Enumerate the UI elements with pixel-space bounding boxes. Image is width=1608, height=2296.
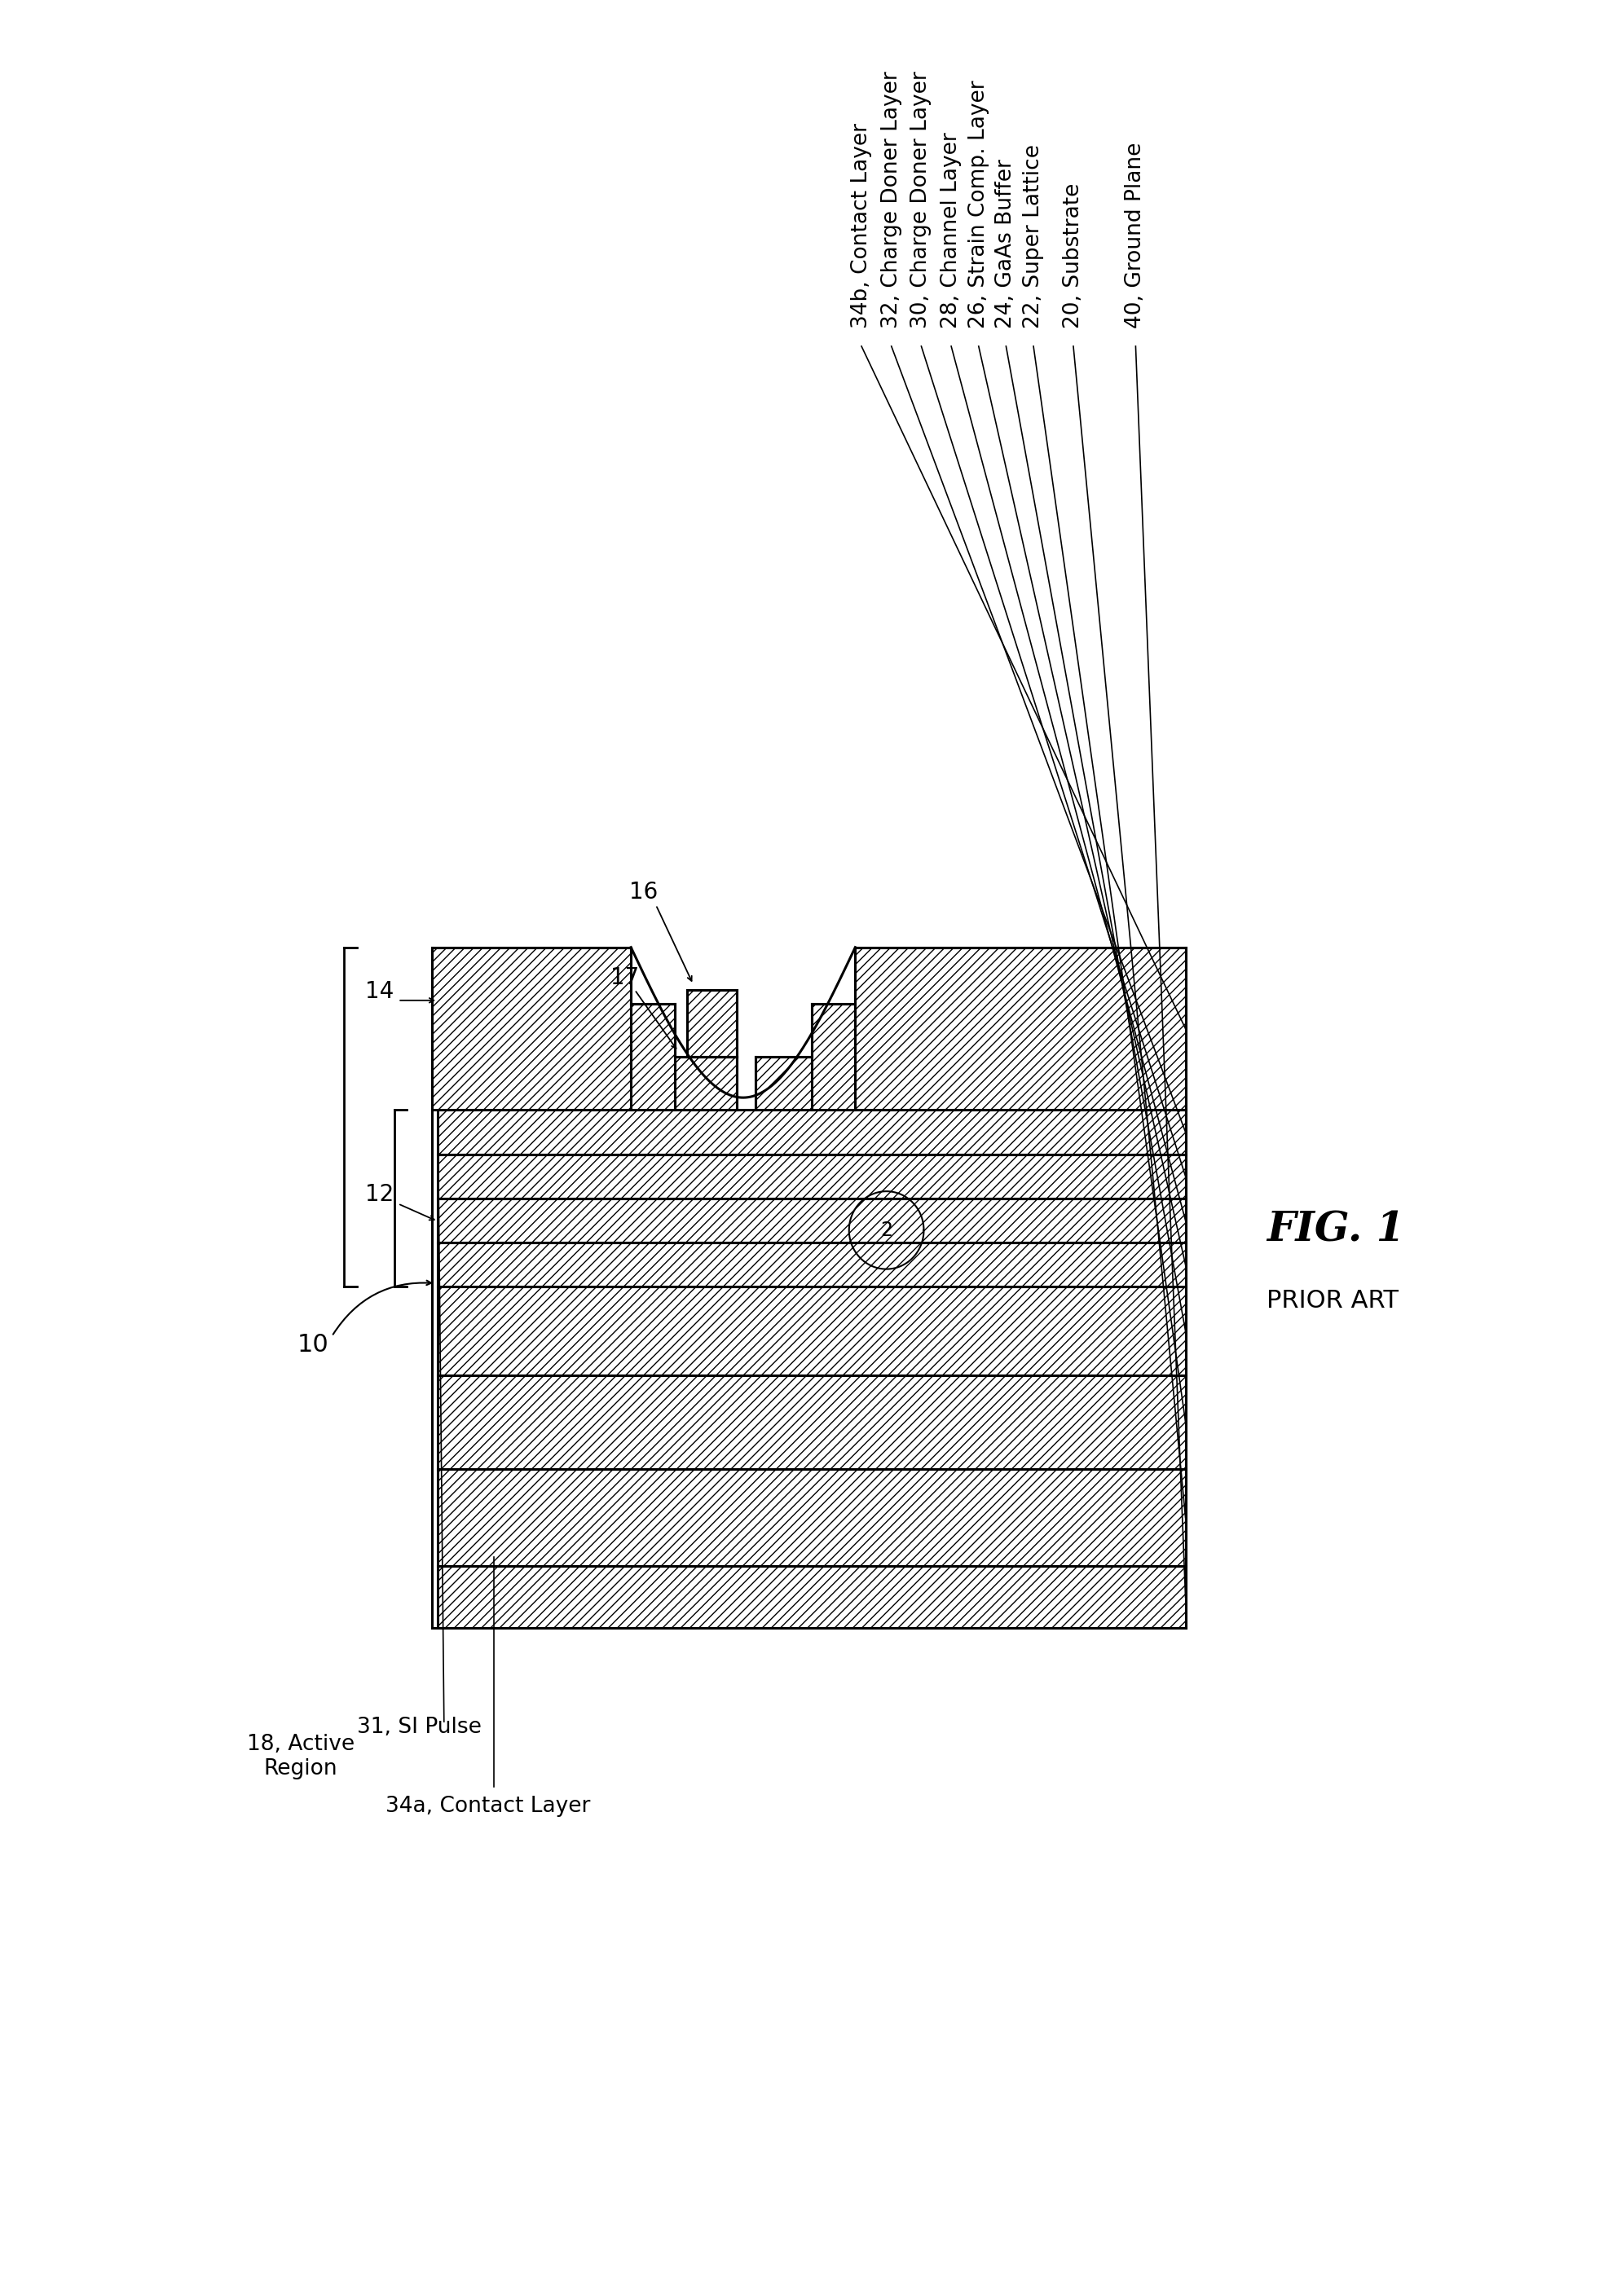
Text: FIG. 1: FIG. 1	[1267, 1210, 1404, 1249]
Text: 22, Super Lattice: 22, Super Lattice	[1023, 145, 1044, 328]
Text: 30, Charge Doner Layer: 30, Charge Doner Layer	[910, 71, 933, 328]
Text: 32, Charge Doner Layer: 32, Charge Doner Layer	[881, 71, 902, 328]
Text: 24, GaAs Buffer: 24, GaAs Buffer	[995, 158, 1016, 328]
Text: 34b, Contact Layer: 34b, Contact Layer	[851, 124, 872, 328]
Bar	[437, 1199, 1185, 1242]
Bar	[431, 948, 630, 1109]
Bar	[437, 1286, 1185, 1375]
Bar	[812, 1003, 855, 1109]
Bar	[437, 1566, 1185, 1628]
Bar	[630, 1003, 675, 1109]
Bar	[675, 1056, 736, 1109]
Text: 28, Channel Layer: 28, Channel Layer	[941, 133, 962, 328]
Bar	[437, 1242, 1185, 1286]
Text: 17: 17	[611, 967, 638, 990]
Text: 26, Strain Comp. Layer: 26, Strain Comp. Layer	[968, 80, 989, 328]
Bar	[437, 1469, 1185, 1566]
Text: 16: 16	[629, 882, 658, 905]
Bar	[855, 948, 1185, 1109]
Text: 2: 2	[880, 1221, 892, 1240]
Bar	[687, 990, 736, 1056]
Text: 34a, Contact Layer: 34a, Contact Layer	[386, 1795, 590, 1816]
Text: PRIOR ART: PRIOR ART	[1267, 1288, 1399, 1313]
Bar	[437, 1155, 1185, 1199]
Text: 10: 10	[297, 1334, 330, 1357]
Bar	[437, 1109, 1185, 1155]
Bar	[756, 1056, 812, 1109]
Bar	[437, 1375, 1185, 1469]
Text: 12: 12	[365, 1182, 394, 1205]
Text: 18, Active
Region: 18, Active Region	[248, 1733, 354, 1779]
Text: 14: 14	[365, 980, 394, 1003]
Text: 40, Ground Plane: 40, Ground Plane	[1126, 142, 1147, 328]
Text: 20, Substrate: 20, Substrate	[1063, 184, 1084, 328]
Text: 31, SI Pulse: 31, SI Pulse	[357, 1717, 481, 1738]
